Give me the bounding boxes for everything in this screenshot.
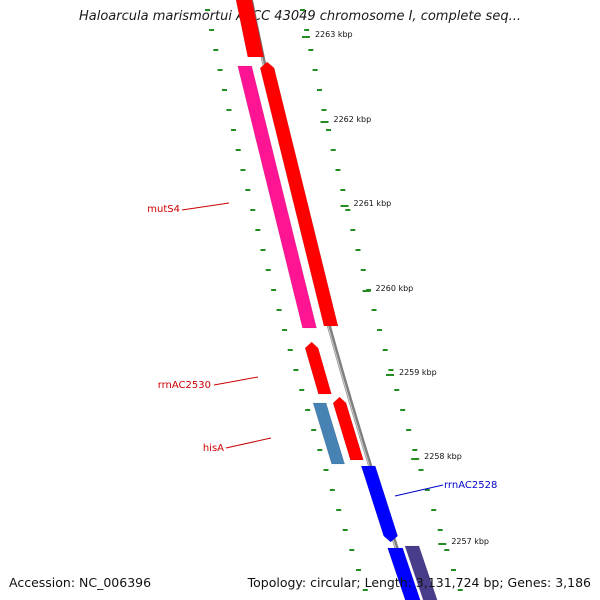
scale-tick-label: 2258 kbp xyxy=(424,452,462,461)
cds-block-b xyxy=(332,396,364,461)
gc-content-track xyxy=(205,9,463,591)
cds-block-top xyxy=(235,0,265,58)
gene-label-leader xyxy=(394,484,444,497)
accession-text: Accession: NC_006396 xyxy=(9,575,152,590)
gene-label-rrnAC2530: rrnAC2530 xyxy=(158,380,211,391)
scale-tick-label: 2257 kbp xyxy=(451,537,489,546)
cds-block-a xyxy=(259,61,339,327)
cds-block-d xyxy=(404,545,438,600)
scale-tick-label: 2262 kbp xyxy=(333,115,371,124)
gene-label-leader xyxy=(181,202,230,211)
rrnAC2528-feature xyxy=(360,465,398,543)
gene-labels: mutS4 rrnAC2530 hisA rrnAC2528 xyxy=(147,202,497,497)
mutS4-feature xyxy=(237,65,317,329)
scale-tick-label: 2263 kbp xyxy=(315,30,353,39)
hisA-feature xyxy=(312,402,345,465)
gene-label-leader xyxy=(225,437,272,449)
gene-label-mutS4: mutS4 xyxy=(147,204,180,215)
map-title: Haloarcula marismortui ATCC 43049 chromo… xyxy=(79,9,521,24)
scale-tick-label: 2259 kbp xyxy=(399,368,437,377)
gene-label-leader xyxy=(213,376,259,386)
scale-tick-label: 2261 kbp xyxy=(354,199,392,208)
scale-ticks: 2263 kbp 2262 kbp 2261 kbp 2260 kbp 2259 kbp… xyxy=(301,30,489,546)
scale-tick-label: 2260 kbp xyxy=(376,284,414,293)
rrnAC2530-feature xyxy=(304,341,332,395)
gene-label-rrnAC2528: rrnAC2528 xyxy=(444,480,497,491)
gene-label-hisA: hisA xyxy=(203,443,224,454)
feature-track xyxy=(235,0,438,600)
map-summary-text: Topology: circular; Length: 3,131,724 bp… xyxy=(247,575,591,590)
cds-block-c xyxy=(387,547,421,600)
